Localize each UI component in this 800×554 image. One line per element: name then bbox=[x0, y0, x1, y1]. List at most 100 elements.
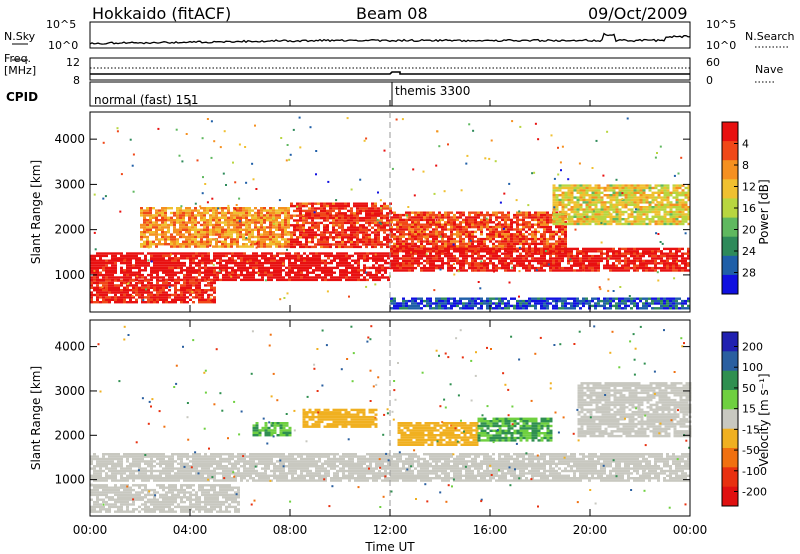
power-cell-1 bbox=[102, 281, 105, 285]
power-cell-4 bbox=[408, 218, 411, 222]
power-cell-5 bbox=[558, 257, 561, 260]
power-cell-2 bbox=[194, 219, 197, 222]
power-cell-4 bbox=[444, 249, 447, 253]
power-cell-0 bbox=[372, 273, 375, 277]
power-cell-2 bbox=[236, 245, 239, 248]
power-cell-5 bbox=[564, 250, 567, 253]
power-cell-7 bbox=[402, 297, 405, 300]
power-cell-4 bbox=[555, 233, 558, 236]
power-cell-2 bbox=[197, 221, 200, 224]
power-cell-4 bbox=[552, 233, 555, 236]
power-cell-0 bbox=[384, 269, 387, 272]
power-cell-2 bbox=[164, 243, 167, 246]
power-cell-6 bbox=[600, 198, 604, 202]
power-cell-0 bbox=[387, 261, 390, 265]
power-cell-2 bbox=[227, 221, 230, 224]
power-cell-6 bbox=[657, 189, 661, 192]
power-cell-0 bbox=[123, 273, 126, 277]
power-cell-0 bbox=[138, 261, 141, 265]
power-cell-5 bbox=[606, 252, 609, 255]
power-cell-1 bbox=[192, 296, 195, 299]
power-cell-0 bbox=[315, 273, 318, 277]
power-cell-4 bbox=[498, 242, 501, 246]
power-cell-3 bbox=[335, 243, 338, 246]
power-cell-2 bbox=[251, 219, 254, 222]
power-cell-2 bbox=[194, 243, 197, 246]
power-cell-6 bbox=[558, 189, 562, 192]
power-cell-5 bbox=[633, 264, 636, 267]
power-cell-0 bbox=[324, 276, 327, 279]
power-cell-5 bbox=[654, 257, 657, 260]
power-cell-2 bbox=[173, 231, 176, 234]
power-cell-4 bbox=[516, 228, 519, 231]
power-cell-0 bbox=[279, 269, 282, 272]
power-cell-3 bbox=[356, 226, 359, 229]
power-cell-3 bbox=[383, 243, 386, 246]
power-cell-7 bbox=[417, 297, 420, 300]
power-cell-0 bbox=[216, 252, 219, 255]
power-cell-5 bbox=[582, 254, 585, 258]
power-cell-6 bbox=[579, 208, 583, 211]
power-cell-0 bbox=[312, 254, 315, 258]
power-cell-5 bbox=[600, 257, 603, 260]
power-cell-5 bbox=[417, 259, 420, 263]
power-cell-4 bbox=[522, 218, 525, 222]
power-cell-5 bbox=[618, 247, 621, 251]
power-cell-0 bbox=[162, 261, 165, 265]
power-cell-0 bbox=[372, 252, 375, 255]
power-cell-0 bbox=[219, 271, 222, 274]
power-cell-6 bbox=[681, 218, 685, 221]
power-cell-0 bbox=[315, 264, 318, 267]
power-cell-5 bbox=[681, 262, 684, 265]
power-cell-4 bbox=[426, 237, 429, 241]
power-cell-6 bbox=[669, 210, 673, 214]
power-cell-4 bbox=[426, 225, 429, 229]
power-cell-0 bbox=[321, 266, 324, 270]
power-cell-2 bbox=[254, 226, 257, 229]
power-cell-4 bbox=[525, 240, 528, 243]
power-cell-0 bbox=[276, 269, 279, 272]
power-cell-0 bbox=[141, 276, 144, 279]
power-cell-5 bbox=[585, 264, 588, 267]
power-cell-5 bbox=[423, 247, 426, 251]
power-cell-5 bbox=[549, 257, 552, 260]
power-cell-0 bbox=[297, 276, 300, 279]
power-cell-4 bbox=[468, 211, 471, 214]
power-cell-3 bbox=[299, 240, 302, 244]
power-cell-3 bbox=[314, 207, 317, 210]
power-cell-4 bbox=[501, 233, 504, 236]
power-cell-6 bbox=[585, 191, 589, 194]
power-cell-2 bbox=[206, 209, 209, 212]
power-cell-0 bbox=[174, 264, 177, 267]
power-cell-2 bbox=[245, 211, 248, 215]
power-cell-2 bbox=[143, 245, 146, 248]
power-cell-4 bbox=[396, 230, 399, 234]
power-cell-3 bbox=[326, 216, 329, 220]
power-cell-3 bbox=[359, 245, 362, 249]
power-cell-6 bbox=[594, 210, 598, 214]
power-cell-0 bbox=[246, 271, 249, 274]
power-cell-6 bbox=[648, 201, 652, 204]
power-cell-5 bbox=[624, 252, 627, 255]
power-cell-0 bbox=[363, 266, 366, 270]
power-cell-0 bbox=[252, 276, 255, 279]
power-cell-6 bbox=[624, 186, 628, 190]
nsearch-label: N.Search bbox=[745, 30, 795, 43]
power-cell-5 bbox=[513, 264, 516, 267]
power-cell-5 bbox=[531, 257, 534, 260]
power-cell-6 bbox=[612, 206, 616, 209]
power-cell-0 bbox=[318, 264, 321, 267]
power-cell-5 bbox=[669, 254, 672, 258]
power-cell-0 bbox=[324, 271, 327, 274]
power-cell-6 bbox=[675, 218, 679, 221]
power-cell-5 bbox=[483, 262, 486, 265]
power-cell-5 bbox=[504, 269, 507, 272]
power-cell-0 bbox=[96, 273, 99, 277]
power-cell-0 bbox=[270, 254, 273, 258]
power-cell-5 bbox=[450, 247, 453, 251]
power-cell-6 bbox=[660, 201, 664, 204]
power-cell-3 bbox=[341, 226, 344, 229]
power-cell-6 bbox=[621, 201, 625, 204]
power-cell-4 bbox=[534, 223, 537, 226]
power-cell-0 bbox=[237, 261, 240, 265]
